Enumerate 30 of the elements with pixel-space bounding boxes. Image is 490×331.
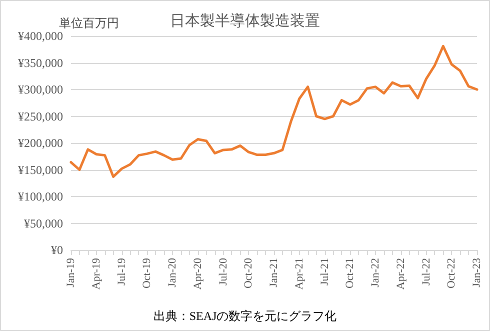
x-tick-label: Jan-19	[65, 258, 77, 288]
y-tick-label: ¥250,000	[18, 109, 63, 124]
x-tick-label: Jul-21	[318, 258, 331, 286]
x-tick-label: Jul-20	[217, 258, 230, 286]
x-tick-label: Jul-22	[420, 258, 432, 286]
chart-title: 日本製半導体製造装置	[170, 12, 320, 30]
y-tick-label: ¥50,000	[24, 216, 63, 230]
x-tick-label: Oct-20	[242, 258, 255, 289]
x-tick-label: Jul-19	[116, 258, 128, 286]
y-tick-label: ¥0	[51, 243, 63, 257]
y-tick-label: ¥100,000	[18, 190, 63, 204]
y-tick-label: ¥200,000	[18, 136, 63, 150]
x-tick-label: Apr-19	[90, 258, 102, 290]
y-tick-label: ¥350,000	[18, 56, 63, 70]
x-tick-label: Jan-21	[268, 258, 280, 288]
y-axis-title: 単位百万円	[59, 16, 119, 30]
x-tick-label: Apr-21	[293, 258, 306, 290]
x-tick-label: Apr-22	[394, 258, 407, 290]
x-tick-label: Oct-19	[141, 258, 154, 289]
x-tick-label: Jan-23	[471, 258, 483, 288]
source-note: 出典：SEAJの数字を元にグラフ化	[153, 309, 337, 323]
x-tick-label: Apr-20	[192, 258, 204, 290]
x-tick-label: Oct-22	[446, 258, 458, 289]
y-tick-label: ¥300,000	[18, 82, 63, 96]
y-tick-label: ¥400,000	[18, 29, 63, 43]
y-tick-label: ¥150,000	[18, 162, 63, 177]
x-tick-label: Jan-22	[370, 258, 382, 288]
x-tick-label: Oct-21	[344, 258, 356, 289]
x-tick-label: Jan-20	[166, 258, 178, 288]
line-series	[70, 44, 478, 178]
